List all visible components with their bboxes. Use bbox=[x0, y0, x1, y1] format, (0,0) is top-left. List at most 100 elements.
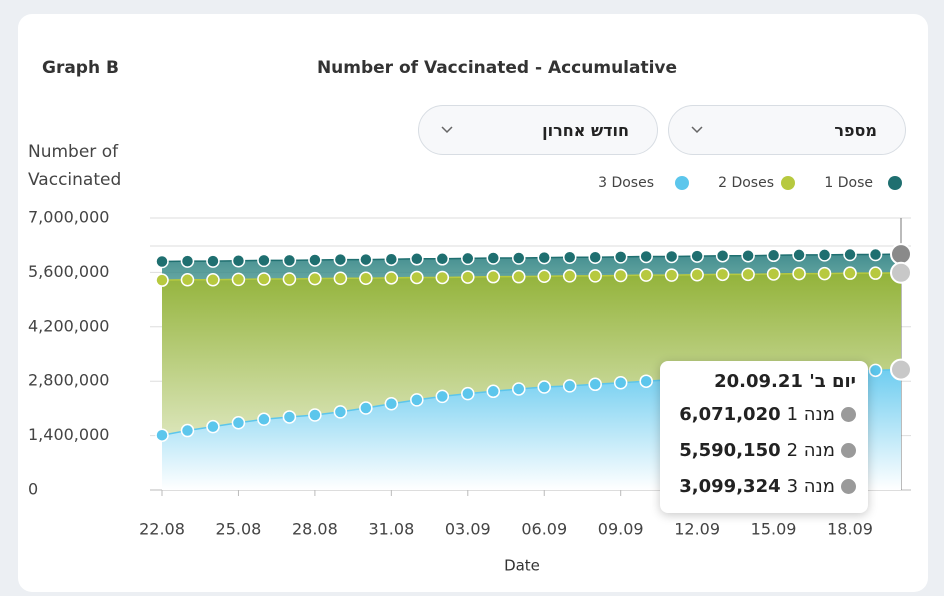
point bbox=[664, 249, 679, 264]
point bbox=[715, 267, 730, 282]
dropdown-text: חודש אחרון bbox=[542, 120, 629, 140]
x-tick-label: 31.08 bbox=[368, 520, 414, 539]
point bbox=[155, 254, 169, 269]
point bbox=[486, 251, 501, 265]
point bbox=[562, 269, 577, 283]
y-tick-label: 4,200,000 bbox=[28, 316, 109, 335]
point bbox=[359, 271, 373, 285]
point bbox=[639, 249, 653, 264]
x-tick-label: 15.09 bbox=[751, 520, 797, 539]
tooltip-value: 3,099,324 bbox=[679, 475, 781, 497]
dropdown-text: מספר bbox=[834, 120, 877, 140]
tooltip-row: 5,590,150 מנה 2 bbox=[672, 432, 856, 468]
metric-dropdown[interactable]: מספר bbox=[668, 105, 906, 155]
point bbox=[562, 379, 577, 393]
point bbox=[690, 267, 704, 282]
point bbox=[282, 410, 297, 424]
point bbox=[690, 249, 704, 263]
chevron bbox=[691, 126, 703, 134]
tooltip-value: 5,590,150 bbox=[679, 439, 781, 461]
point bbox=[639, 268, 653, 282]
tooltip-name: מנה 1 bbox=[786, 403, 835, 425]
x-tick-label: 03.09 bbox=[445, 520, 491, 539]
point bbox=[257, 253, 271, 268]
tooltip-row: 6,071,020 מנה 1 bbox=[672, 396, 856, 432]
tooltip-value: 6,071,020 bbox=[679, 403, 781, 425]
point bbox=[180, 273, 195, 287]
point bbox=[461, 251, 475, 266]
point bbox=[843, 247, 857, 262]
tooltip-name: מנה 3 bbox=[786, 475, 835, 497]
chevron bbox=[441, 126, 453, 134]
x-tick-label: 22.08 bbox=[139, 520, 185, 539]
x-tick-label: 18.09 bbox=[827, 520, 873, 539]
tooltip-name: מנה 2 bbox=[786, 439, 835, 461]
point bbox=[206, 254, 220, 268]
y-tick-label: 0 bbox=[28, 480, 38, 499]
hover-marker bbox=[890, 243, 912, 266]
point bbox=[817, 248, 832, 262]
x-tick-label: 12.09 bbox=[674, 520, 720, 539]
tooltip-dot bbox=[841, 442, 856, 458]
point bbox=[562, 250, 577, 264]
tooltip-dot bbox=[841, 406, 856, 422]
point bbox=[282, 253, 297, 268]
point bbox=[741, 248, 755, 263]
point bbox=[359, 401, 373, 415]
point bbox=[231, 416, 246, 430]
chart-title: Number of Vaccinated - Accumulative bbox=[317, 58, 677, 78]
point bbox=[257, 272, 271, 286]
y-tick-label: 7,000,000 bbox=[28, 208, 109, 227]
point bbox=[868, 363, 883, 378]
point bbox=[715, 248, 730, 263]
point bbox=[435, 270, 450, 285]
point bbox=[155, 428, 169, 442]
point bbox=[308, 408, 322, 422]
point bbox=[206, 273, 220, 287]
point bbox=[512, 269, 526, 284]
point bbox=[817, 266, 832, 281]
point bbox=[206, 419, 220, 434]
point bbox=[766, 248, 781, 263]
legend-dot bbox=[888, 176, 902, 190]
point bbox=[231, 272, 246, 287]
point bbox=[868, 266, 883, 280]
point bbox=[461, 386, 475, 401]
point bbox=[792, 248, 806, 262]
point bbox=[410, 393, 424, 407]
point bbox=[410, 252, 424, 266]
point bbox=[512, 251, 526, 265]
point bbox=[333, 405, 348, 419]
tooltip: יום ב' 20.09.21 6,071,020 מנה 1 5,590,150 מ… bbox=[660, 361, 868, 513]
point bbox=[384, 252, 399, 266]
period-dropdown[interactable]: חודש אחרון bbox=[418, 105, 658, 155]
point bbox=[155, 273, 169, 287]
graph-label: Graph B bbox=[42, 58, 119, 78]
tooltip-row: 3,099,324 מנה 3 bbox=[672, 468, 856, 504]
point bbox=[588, 269, 602, 283]
legend-label: 1 Dose bbox=[824, 175, 873, 191]
legend-label: 3 Doses bbox=[598, 175, 654, 191]
x-tick-label: 06.09 bbox=[521, 520, 567, 539]
point bbox=[664, 268, 679, 282]
point bbox=[792, 266, 806, 281]
point bbox=[588, 250, 602, 264]
point bbox=[537, 269, 551, 284]
y-tick-label: 5,600,000 bbox=[28, 262, 109, 281]
y-tick-label: 2,800,000 bbox=[28, 371, 109, 390]
x-tick-label: 25.08 bbox=[216, 520, 262, 539]
point bbox=[741, 267, 755, 282]
point bbox=[384, 271, 399, 285]
point bbox=[537, 250, 551, 265]
point bbox=[333, 271, 348, 285]
point bbox=[384, 396, 399, 411]
x-tick-label: 28.08 bbox=[292, 520, 338, 539]
hover-marker bbox=[890, 358, 912, 381]
point bbox=[257, 412, 271, 427]
point bbox=[613, 376, 628, 390]
x-tick-label: 09.09 bbox=[598, 520, 644, 539]
point bbox=[486, 269, 501, 284]
point bbox=[613, 268, 628, 283]
legend-dot bbox=[675, 176, 689, 190]
